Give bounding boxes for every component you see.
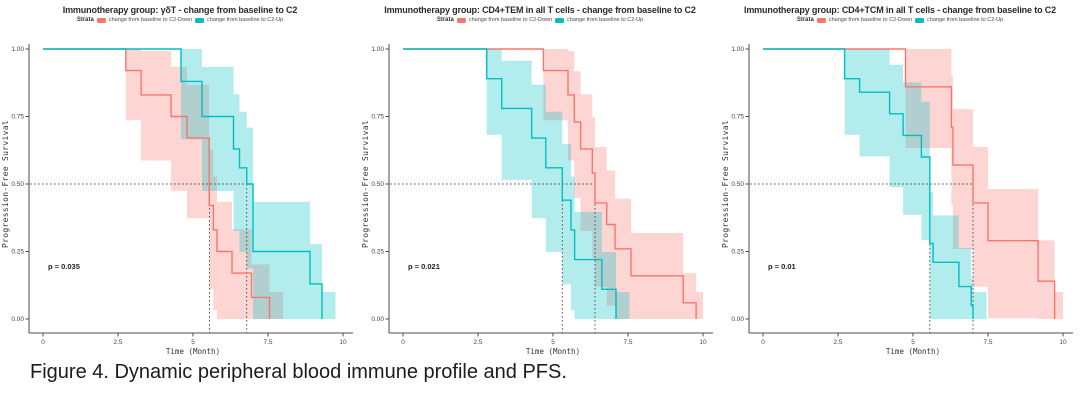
y-tick-label: 0.75 bbox=[371, 114, 384, 121]
y-tick-label: 0.50 bbox=[371, 181, 384, 188]
km-curve-up bbox=[763, 48, 974, 319]
strata-label: Strata bbox=[76, 17, 94, 23]
x-tick-label: 10 bbox=[339, 339, 347, 346]
x-tick-label: 5 bbox=[911, 339, 915, 346]
down-legend-label: change from baseline to C2-Down bbox=[468, 17, 553, 23]
y-tick-label: 1.00 bbox=[11, 46, 24, 53]
y-tick-label: 0.75 bbox=[11, 114, 24, 121]
up-legend-swatch-icon bbox=[555, 17, 565, 23]
km-curve-down bbox=[403, 48, 697, 319]
strata-label: Strata bbox=[796, 17, 814, 23]
x-axis-title: Time (Month) bbox=[166, 347, 220, 356]
x-tick-label: 10 bbox=[1059, 339, 1067, 346]
y-tick-label: 0.50 bbox=[11, 181, 24, 188]
confidence-band-down bbox=[125, 49, 283, 319]
strata-legend: Strata change from baseline to C2-Down c… bbox=[720, 17, 1080, 23]
y-tick-label: 0.25 bbox=[11, 249, 24, 256]
x-axis-title: Time (Month) bbox=[886, 347, 940, 356]
x-tick-label: 5 bbox=[551, 339, 555, 346]
down-legend-label: change from baseline to C2-Down bbox=[828, 17, 913, 23]
strata-legend: Strata change from baseline to C2-Down c… bbox=[360, 17, 720, 23]
y-axis-title: Progression-Free Survival bbox=[1, 120, 10, 248]
p-value-label: p = 0.01 bbox=[768, 262, 796, 271]
x-tick-label: 0 bbox=[401, 339, 405, 346]
panel-title: Immunotherapy group: γδT - change from b… bbox=[62, 5, 298, 15]
y-tick-label: 0.25 bbox=[731, 249, 744, 256]
down-legend-swatch-icon bbox=[96, 17, 106, 23]
panel-title: Immunotherapy group: CD4+TEM in all T ce… bbox=[384, 5, 696, 15]
y-tick-label: 0.00 bbox=[731, 316, 744, 323]
strata-legend: Strata change from baseline to C2-Down c… bbox=[0, 17, 360, 23]
km-panel-cd4tem: Immunotherapy group: CD4+TEM in all T ce… bbox=[360, 0, 720, 360]
y-tick-label: 1.00 bbox=[371, 46, 384, 53]
confidence-band-down bbox=[543, 49, 703, 319]
down-legend-swatch-icon bbox=[816, 17, 826, 23]
km-chart-cd4tem: 1.00 0.75 0.50 0.25 0.00 0 2.5 5 7.5 10 Time (Mont… bbox=[361, 44, 713, 356]
up-legend-swatch-icon bbox=[915, 17, 925, 23]
panel-title: Immunotherapy group: CD4+TCM in all T ce… bbox=[743, 5, 1056, 15]
p-value-label: p = 0.021 bbox=[408, 262, 440, 271]
confidence-band-down bbox=[905, 49, 1063, 319]
y-tick-label: 0.25 bbox=[371, 249, 384, 256]
down-legend-swatch-icon bbox=[456, 17, 466, 23]
x-tick-label: 10 bbox=[699, 339, 707, 346]
y-tick-label: 0.00 bbox=[371, 316, 384, 323]
x-tick-label: 0 bbox=[761, 339, 765, 346]
figure-caption: Figure 4. Dynamic peripheral blood immun… bbox=[30, 361, 567, 383]
strata-label: Strata bbox=[436, 17, 454, 23]
up-legend-label: change from baseline to C2-Up bbox=[567, 17, 644, 23]
y-tick-label: 0.00 bbox=[11, 316, 24, 323]
x-tick-label: 0 bbox=[41, 339, 45, 346]
up-legend-label: change from baseline to C2-Up bbox=[927, 17, 1004, 23]
x-tick-label: 2.5 bbox=[833, 339, 842, 346]
km-panel-cd4tcm: Immunotherapy group: CD4+TCM in all T ce… bbox=[720, 0, 1080, 360]
km-chart-gdT: 1.00 0.75 0.50 0.25 0.00 0 2.5 5 7.5 10 Time (Mont… bbox=[1, 44, 353, 356]
down-legend-label: change from baseline to C2-Down bbox=[108, 17, 193, 23]
y-tick-label: 0.50 bbox=[731, 181, 744, 188]
x-axis-title: Time (Month) bbox=[526, 347, 580, 356]
km-curve-up bbox=[403, 48, 617, 319]
y-axis-title: Progression-Free Survival bbox=[361, 120, 370, 248]
y-axis-title: Progression-Free Survival bbox=[721, 120, 730, 248]
x-tick-label: 5 bbox=[191, 339, 195, 346]
y-tick-label: 1.00 bbox=[731, 46, 744, 53]
p-value-label: p = 0.035 bbox=[48, 262, 80, 271]
up-legend-swatch-icon bbox=[195, 17, 205, 23]
km-curve-down bbox=[43, 48, 271, 319]
confidence-band-up bbox=[181, 49, 336, 319]
up-legend-label: change from baseline to C2-Up bbox=[207, 17, 284, 23]
x-tick-label: 2.5 bbox=[473, 339, 482, 346]
km-chart-cd4tcm: 1.00 0.75 0.50 0.25 0.00 0 2.5 5 7.5 10 Time (Mont… bbox=[721, 44, 1073, 356]
x-tick-label: 2.5 bbox=[113, 339, 122, 346]
km-curve-down bbox=[763, 48, 1056, 319]
km-curve-up bbox=[43, 48, 323, 319]
x-tick-label: 7.5 bbox=[983, 339, 992, 346]
y-tick-label: 0.75 bbox=[731, 114, 744, 121]
x-tick-label: 7.5 bbox=[623, 339, 632, 346]
km-panels-row: Immunotherapy group: γδT - change from b… bbox=[0, 0, 1080, 360]
km-panel-gdT: Immunotherapy group: γδT - change from b… bbox=[0, 0, 360, 360]
x-tick-label: 7.5 bbox=[263, 339, 272, 346]
